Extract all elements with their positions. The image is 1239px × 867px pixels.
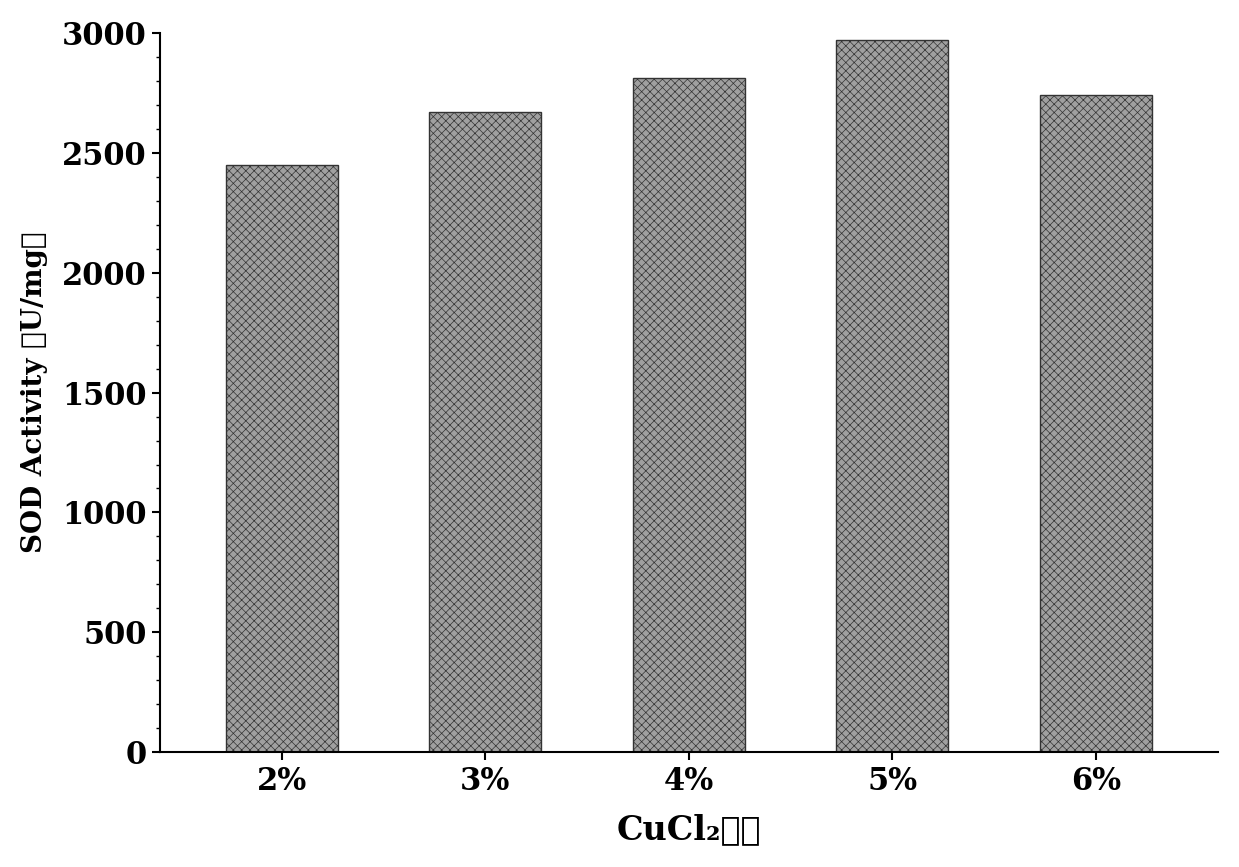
- Bar: [225, 165, 338, 753]
- Bar: [430, 112, 541, 753]
- Y-axis label: SOD Activity （U/mg）: SOD Activity （U/mg）: [21, 231, 48, 553]
- X-axis label: CuCl₂浓度: CuCl₂浓度: [617, 813, 761, 846]
- Bar: [633, 78, 745, 753]
- Bar: [836, 40, 948, 753]
- Bar: [1040, 95, 1152, 753]
